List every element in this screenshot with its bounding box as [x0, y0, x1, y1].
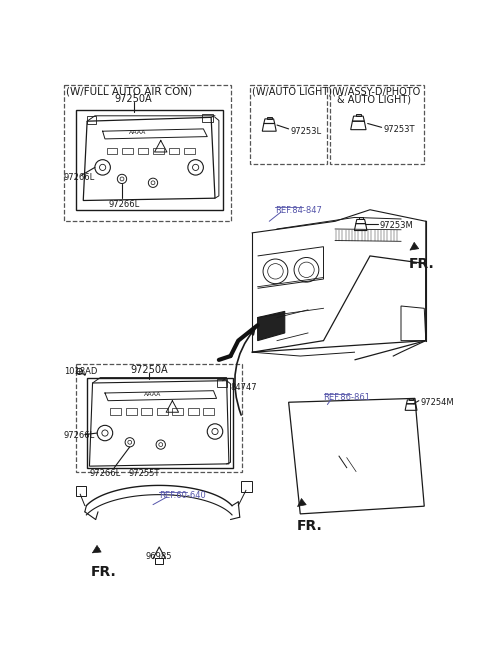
- Text: (W/ASSY-D/PHOTO: (W/ASSY-D/PHOTO: [331, 87, 420, 97]
- Bar: [267, 116, 272, 119]
- Text: 84747: 84747: [230, 383, 257, 392]
- Text: 97255T: 97255T: [128, 469, 159, 478]
- Text: FR.: FR.: [91, 566, 117, 579]
- Text: AAAA: AAAA: [144, 392, 162, 397]
- Bar: [107, 148, 117, 154]
- Bar: [75, 110, 223, 210]
- Bar: [87, 378, 233, 468]
- Bar: [356, 114, 361, 116]
- Text: 97253T: 97253T: [383, 125, 415, 134]
- Text: FR.: FR.: [296, 519, 322, 533]
- Bar: [184, 148, 195, 154]
- Text: (W/AUTO LIGHT): (W/AUTO LIGHT): [252, 87, 332, 97]
- Text: FR.: FR.: [409, 258, 434, 271]
- Text: (W/FULL AUTO AIR CON): (W/FULL AUTO AIR CON): [66, 87, 192, 97]
- Bar: [330, 85, 424, 164]
- FancyArrowPatch shape: [235, 328, 255, 415]
- Bar: [188, 409, 199, 415]
- Bar: [157, 409, 168, 415]
- Bar: [75, 364, 242, 472]
- Text: 97253L: 97253L: [290, 127, 321, 135]
- Bar: [75, 486, 86, 495]
- Bar: [156, 558, 163, 564]
- Text: REF.84-847: REF.84-847: [276, 206, 323, 215]
- Bar: [241, 481, 252, 492]
- Text: 97266L: 97266L: [108, 200, 139, 209]
- Bar: [168, 148, 180, 154]
- Bar: [110, 409, 121, 415]
- Polygon shape: [258, 311, 285, 340]
- Circle shape: [84, 373, 86, 376]
- Bar: [202, 114, 213, 122]
- Text: 97266L: 97266L: [64, 173, 95, 182]
- Bar: [142, 409, 152, 415]
- Text: REF.86-861: REF.86-861: [324, 393, 371, 402]
- Text: AAAA: AAAA: [129, 129, 146, 135]
- Text: 97250A: 97250A: [115, 94, 153, 104]
- Text: 97250A: 97250A: [130, 365, 168, 375]
- Bar: [409, 398, 413, 400]
- Text: 1018AD: 1018AD: [64, 367, 97, 376]
- Text: & AUTO LIGHT): & AUTO LIGHT): [337, 94, 411, 104]
- Text: 97254M: 97254M: [420, 398, 454, 407]
- Text: 97266L: 97266L: [64, 432, 95, 440]
- Text: 97266L: 97266L: [89, 469, 120, 478]
- Bar: [204, 409, 214, 415]
- Bar: [122, 148, 133, 154]
- Bar: [64, 85, 230, 221]
- Bar: [153, 148, 164, 154]
- Bar: [87, 116, 96, 124]
- Bar: [172, 409, 183, 415]
- Text: REF.60-640: REF.60-640: [159, 491, 206, 500]
- Bar: [137, 148, 148, 154]
- Bar: [250, 85, 327, 164]
- Bar: [359, 217, 363, 219]
- Bar: [216, 379, 228, 387]
- Bar: [126, 409, 137, 415]
- Text: 97253M: 97253M: [379, 221, 413, 231]
- Text: 96985: 96985: [145, 552, 172, 560]
